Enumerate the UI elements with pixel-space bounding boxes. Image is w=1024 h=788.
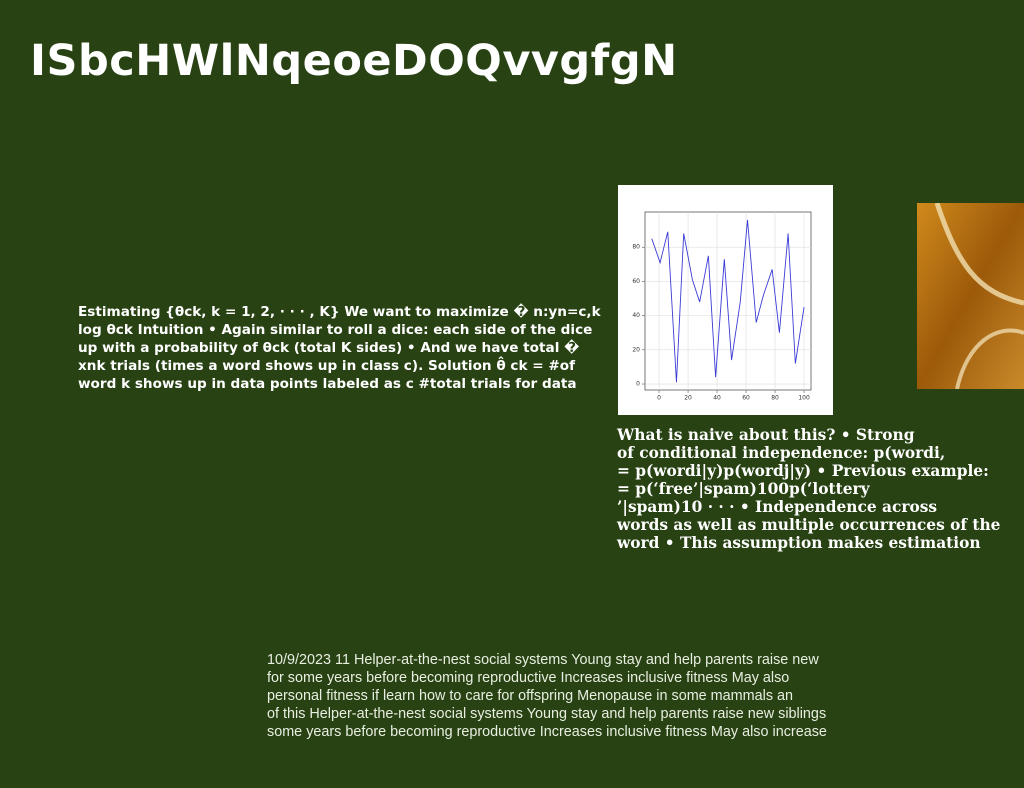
left-text: Estimating {θck, k = 1, 2, · · · , K} We… (78, 303, 601, 393)
y-tick-label: 20 (632, 346, 640, 353)
text-line: xnk trials (times a word shows up in cla… (78, 358, 576, 374)
text-line: 10/9/2023 11 Helper-at-the-nest social s… (267, 652, 819, 668)
x-tick-label: 40 (713, 395, 721, 402)
text-line: words as well as multiple occurrences of… (617, 516, 1001, 534)
x-tick-label: 60 (742, 395, 750, 402)
text-line: ’|spam)10 · · · • Independence across (617, 498, 938, 516)
text-line: of conditional independence: p(wordi, (617, 444, 946, 462)
plot-frame (644, 211, 812, 391)
x-tick-label: 100 (798, 395, 810, 402)
y-tick-label: 40 (632, 312, 640, 319)
right-text: What is naive about this? • Strong of con… (617, 426, 1000, 552)
bottom-text: 10/9/2023 11 Helper-at-the-nest social s… (267, 651, 827, 741)
x-tick-label: 80 (771, 395, 779, 402)
y-tick-label: 60 (632, 278, 640, 285)
y-tick-label: 0 (636, 381, 640, 388)
text-line: = p(‘free’|spam)100p(‘lottery (617, 480, 870, 498)
text-line: some years before becoming reproductive … (267, 724, 827, 740)
text-line: of this Helper-at-the-nest social system… (267, 706, 827, 722)
text-line: word k shows up in data points labeled a… (78, 376, 577, 392)
x-tick-label: 0 (657, 395, 661, 402)
figure: 0 20 40 60 80 0 20 40 60 80 100 (618, 185, 833, 415)
title: ISbcHWlNqeoeDOQvvgfgN (30, 36, 678, 86)
text-line: What is naive about this? • Strong (617, 426, 915, 444)
text-line: = p(wordi|y)p(wordj|y) • Previous exampl… (617, 462, 989, 480)
photo (917, 203, 1024, 389)
text-line: up with a probability of θck (total K si… (78, 340, 580, 356)
data-line (651, 219, 805, 383)
text-line: word • This assumption makes estimation (617, 534, 981, 552)
figure-background (618, 185, 833, 415)
text-line: Estimating {θck, k = 1, 2, · · · , K} We… (78, 304, 601, 320)
x-tick-label: 20 (684, 395, 692, 402)
text-line: log θck Intuition • Again similar to rol… (78, 322, 593, 338)
text-line: for some years before becoming reproduct… (267, 670, 790, 686)
y-tick-label: 80 (632, 244, 640, 251)
text-line: personal fitness if learn how to care fo… (267, 688, 794, 704)
